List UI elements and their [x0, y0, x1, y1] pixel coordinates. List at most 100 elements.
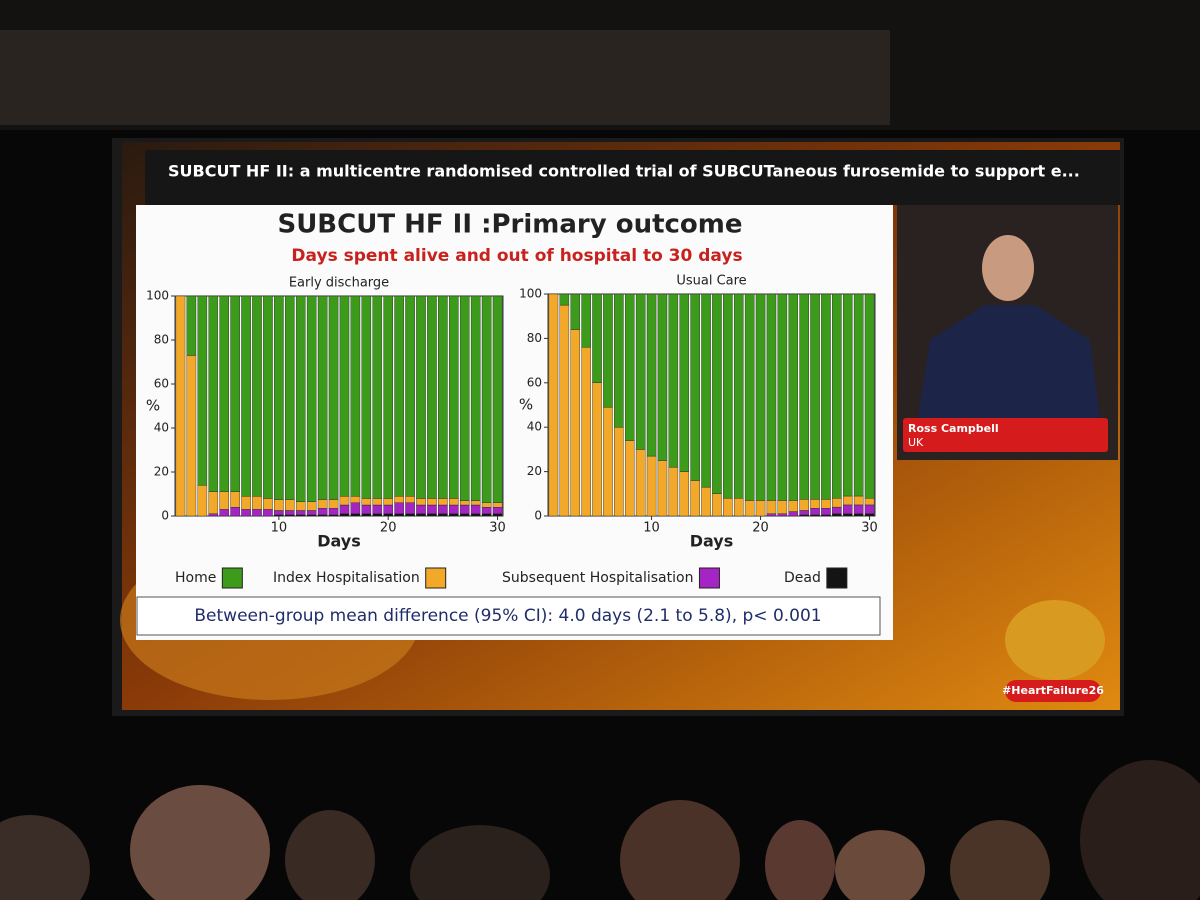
- bar-segment: [350, 502, 361, 514]
- bar-segment: [581, 347, 591, 517]
- bar-segment: [219, 509, 229, 517]
- bar-segment: [853, 513, 864, 517]
- bar-segment: [438, 295, 448, 499]
- bar-segment: [548, 293, 559, 517]
- bar-segment: [614, 427, 624, 517]
- bar-segment: [766, 500, 777, 514]
- bar-segment: [459, 513, 470, 517]
- x-tick-label: 20: [752, 521, 769, 536]
- bar-segment: [842, 513, 853, 517]
- bar-segment: [405, 295, 415, 497]
- bar-segment: [241, 496, 251, 510]
- bar-segment: [328, 508, 339, 516]
- bar-segment: [864, 504, 875, 514]
- bar-segment: [810, 508, 820, 516]
- bar-segment: [274, 295, 284, 500]
- bar-segment: [416, 504, 426, 515]
- bar-segment: [559, 293, 570, 306]
- bar-segment: [252, 295, 262, 497]
- bar-segment: [842, 504, 853, 514]
- bar-segment: [570, 329, 581, 517]
- bar-segment: [712, 293, 722, 495]
- bar-segment: [285, 510, 295, 516]
- y-tick-label: 0: [534, 509, 542, 523]
- footer-text: Between-group mean difference (95% CI): …: [194, 606, 821, 626]
- x-tick-label: 30: [861, 521, 878, 536]
- bar-segment: [350, 496, 361, 504]
- bar-segment: [733, 293, 744, 499]
- bar-segment: [361, 498, 372, 506]
- bar-segment: [668, 466, 679, 517]
- bar-segment: [821, 508, 831, 516]
- bar-segment: [690, 293, 700, 481]
- bar-segment: [328, 295, 339, 500]
- head: [620, 800, 740, 900]
- bar-segment: [492, 502, 503, 508]
- bar-segment: [492, 295, 503, 504]
- bar-segment: [657, 460, 668, 517]
- y-tick-label: 60: [154, 377, 169, 391]
- head: [765, 820, 835, 900]
- bar-segment: [405, 502, 415, 514]
- bar-segment: [263, 295, 273, 499]
- bar-segment: [701, 486, 711, 517]
- y-tick-label: 40: [154, 421, 169, 435]
- header-bar: [145, 150, 1120, 205]
- chart-title: Early discharge: [289, 276, 389, 291]
- bar-segment: [361, 513, 372, 517]
- speaker-suit: [918, 305, 1100, 418]
- bar-segment: [219, 295, 229, 493]
- bar-segment: [470, 504, 481, 515]
- bar-segment: [219, 491, 229, 510]
- bar-segment: [842, 293, 853, 497]
- bar-segment: [197, 295, 208, 486]
- legend-swatch: [698, 567, 720, 589]
- bar-segment: [372, 513, 383, 517]
- bar-segment: [186, 295, 197, 356]
- bar-segment: [241, 295, 251, 497]
- head: [410, 825, 550, 900]
- bar-segment: [624, 440, 635, 517]
- plot-frame: [547, 293, 876, 517]
- bar-segment: [777, 513, 788, 517]
- bar-segment: [449, 504, 459, 515]
- legend-swatch: [221, 567, 243, 589]
- bar-segment: [328, 499, 339, 509]
- bar-segment: [372, 295, 383, 499]
- head: [1080, 760, 1200, 900]
- bar-segment: [799, 499, 809, 511]
- y-tick-label: 100: [519, 287, 542, 301]
- bar-segment: [285, 295, 295, 500]
- speaker-country: UK: [908, 436, 924, 449]
- bar-segment: [799, 293, 809, 500]
- y-tick-label: 100: [146, 289, 169, 303]
- head: [285, 810, 375, 900]
- bar-segment: [853, 495, 864, 506]
- bar-segment: [394, 513, 404, 517]
- bar-segment: [427, 295, 437, 499]
- bar-segment: [416, 498, 426, 506]
- bar-segment: [592, 293, 602, 384]
- slide-subtitle: Days spent alive and out of hospital to …: [291, 246, 742, 266]
- legend-label: Home: [175, 570, 216, 586]
- bar-segment: [449, 498, 459, 506]
- bar-segment: [679, 293, 690, 472]
- bar-segment: [274, 499, 284, 511]
- bar-segment: [317, 295, 328, 500]
- bar-segment: [449, 295, 459, 499]
- bar-segment: [690, 480, 700, 517]
- y-tick-label: 60: [527, 375, 542, 389]
- y-tick-label: 80: [154, 333, 169, 347]
- bar-segment: [733, 498, 744, 517]
- bar-segment: [208, 491, 219, 514]
- legend-label: Index Hospitalisation: [273, 570, 420, 586]
- bar-segment: [810, 499, 820, 509]
- x-tick-label: 20: [380, 521, 397, 536]
- bar-segment: [438, 504, 448, 515]
- bar-segment: [777, 293, 788, 501]
- bar-segment: [230, 507, 240, 517]
- bar-segment: [252, 496, 262, 510]
- bar-segment: [416, 295, 426, 499]
- bar-segment: [339, 295, 350, 497]
